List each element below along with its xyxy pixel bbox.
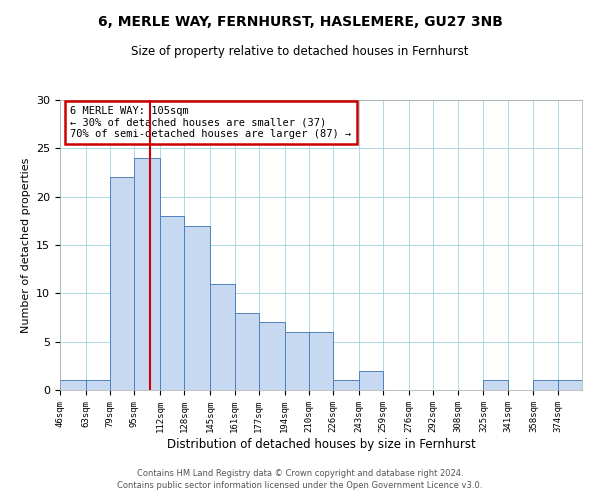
Bar xyxy=(333,380,359,390)
Bar xyxy=(558,380,582,390)
Y-axis label: Number of detached properties: Number of detached properties xyxy=(20,158,31,332)
Bar xyxy=(184,226,210,390)
Text: Size of property relative to detached houses in Fernhurst: Size of property relative to detached ho… xyxy=(131,45,469,58)
Text: 6 MERLE WAY: 105sqm
← 30% of detached houses are smaller (37)
70% of semi-detach: 6 MERLE WAY: 105sqm ← 30% of detached ho… xyxy=(70,106,352,139)
Bar xyxy=(134,158,160,390)
Text: 6, MERLE WAY, FERNHURST, HASLEMERE, GU27 3NB: 6, MERLE WAY, FERNHURST, HASLEMERE, GU27… xyxy=(98,15,502,29)
Bar xyxy=(160,216,184,390)
Bar xyxy=(309,332,333,390)
Text: Contains HM Land Registry data © Crown copyright and database right 2024.: Contains HM Land Registry data © Crown c… xyxy=(137,468,463,477)
Bar xyxy=(86,380,110,390)
Text: Contains public sector information licensed under the Open Government Licence v3: Contains public sector information licen… xyxy=(118,481,482,490)
Bar xyxy=(110,178,134,390)
Bar xyxy=(284,332,309,390)
Bar xyxy=(210,284,235,390)
Bar xyxy=(484,380,508,390)
X-axis label: Distribution of detached houses by size in Fernhurst: Distribution of detached houses by size … xyxy=(167,438,475,450)
Bar xyxy=(533,380,558,390)
Bar xyxy=(60,380,86,390)
Bar xyxy=(235,312,259,390)
Bar xyxy=(359,370,383,390)
Bar xyxy=(259,322,284,390)
